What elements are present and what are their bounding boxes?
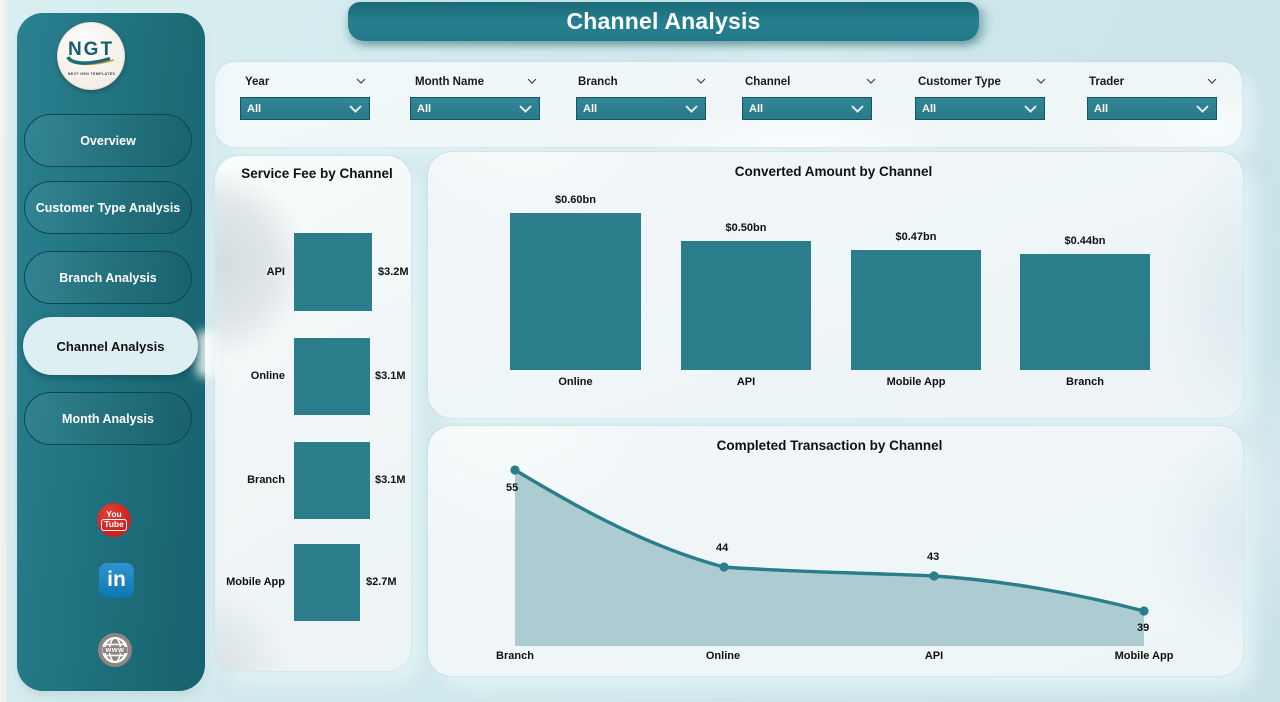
svg-text:www: www bbox=[105, 645, 125, 654]
